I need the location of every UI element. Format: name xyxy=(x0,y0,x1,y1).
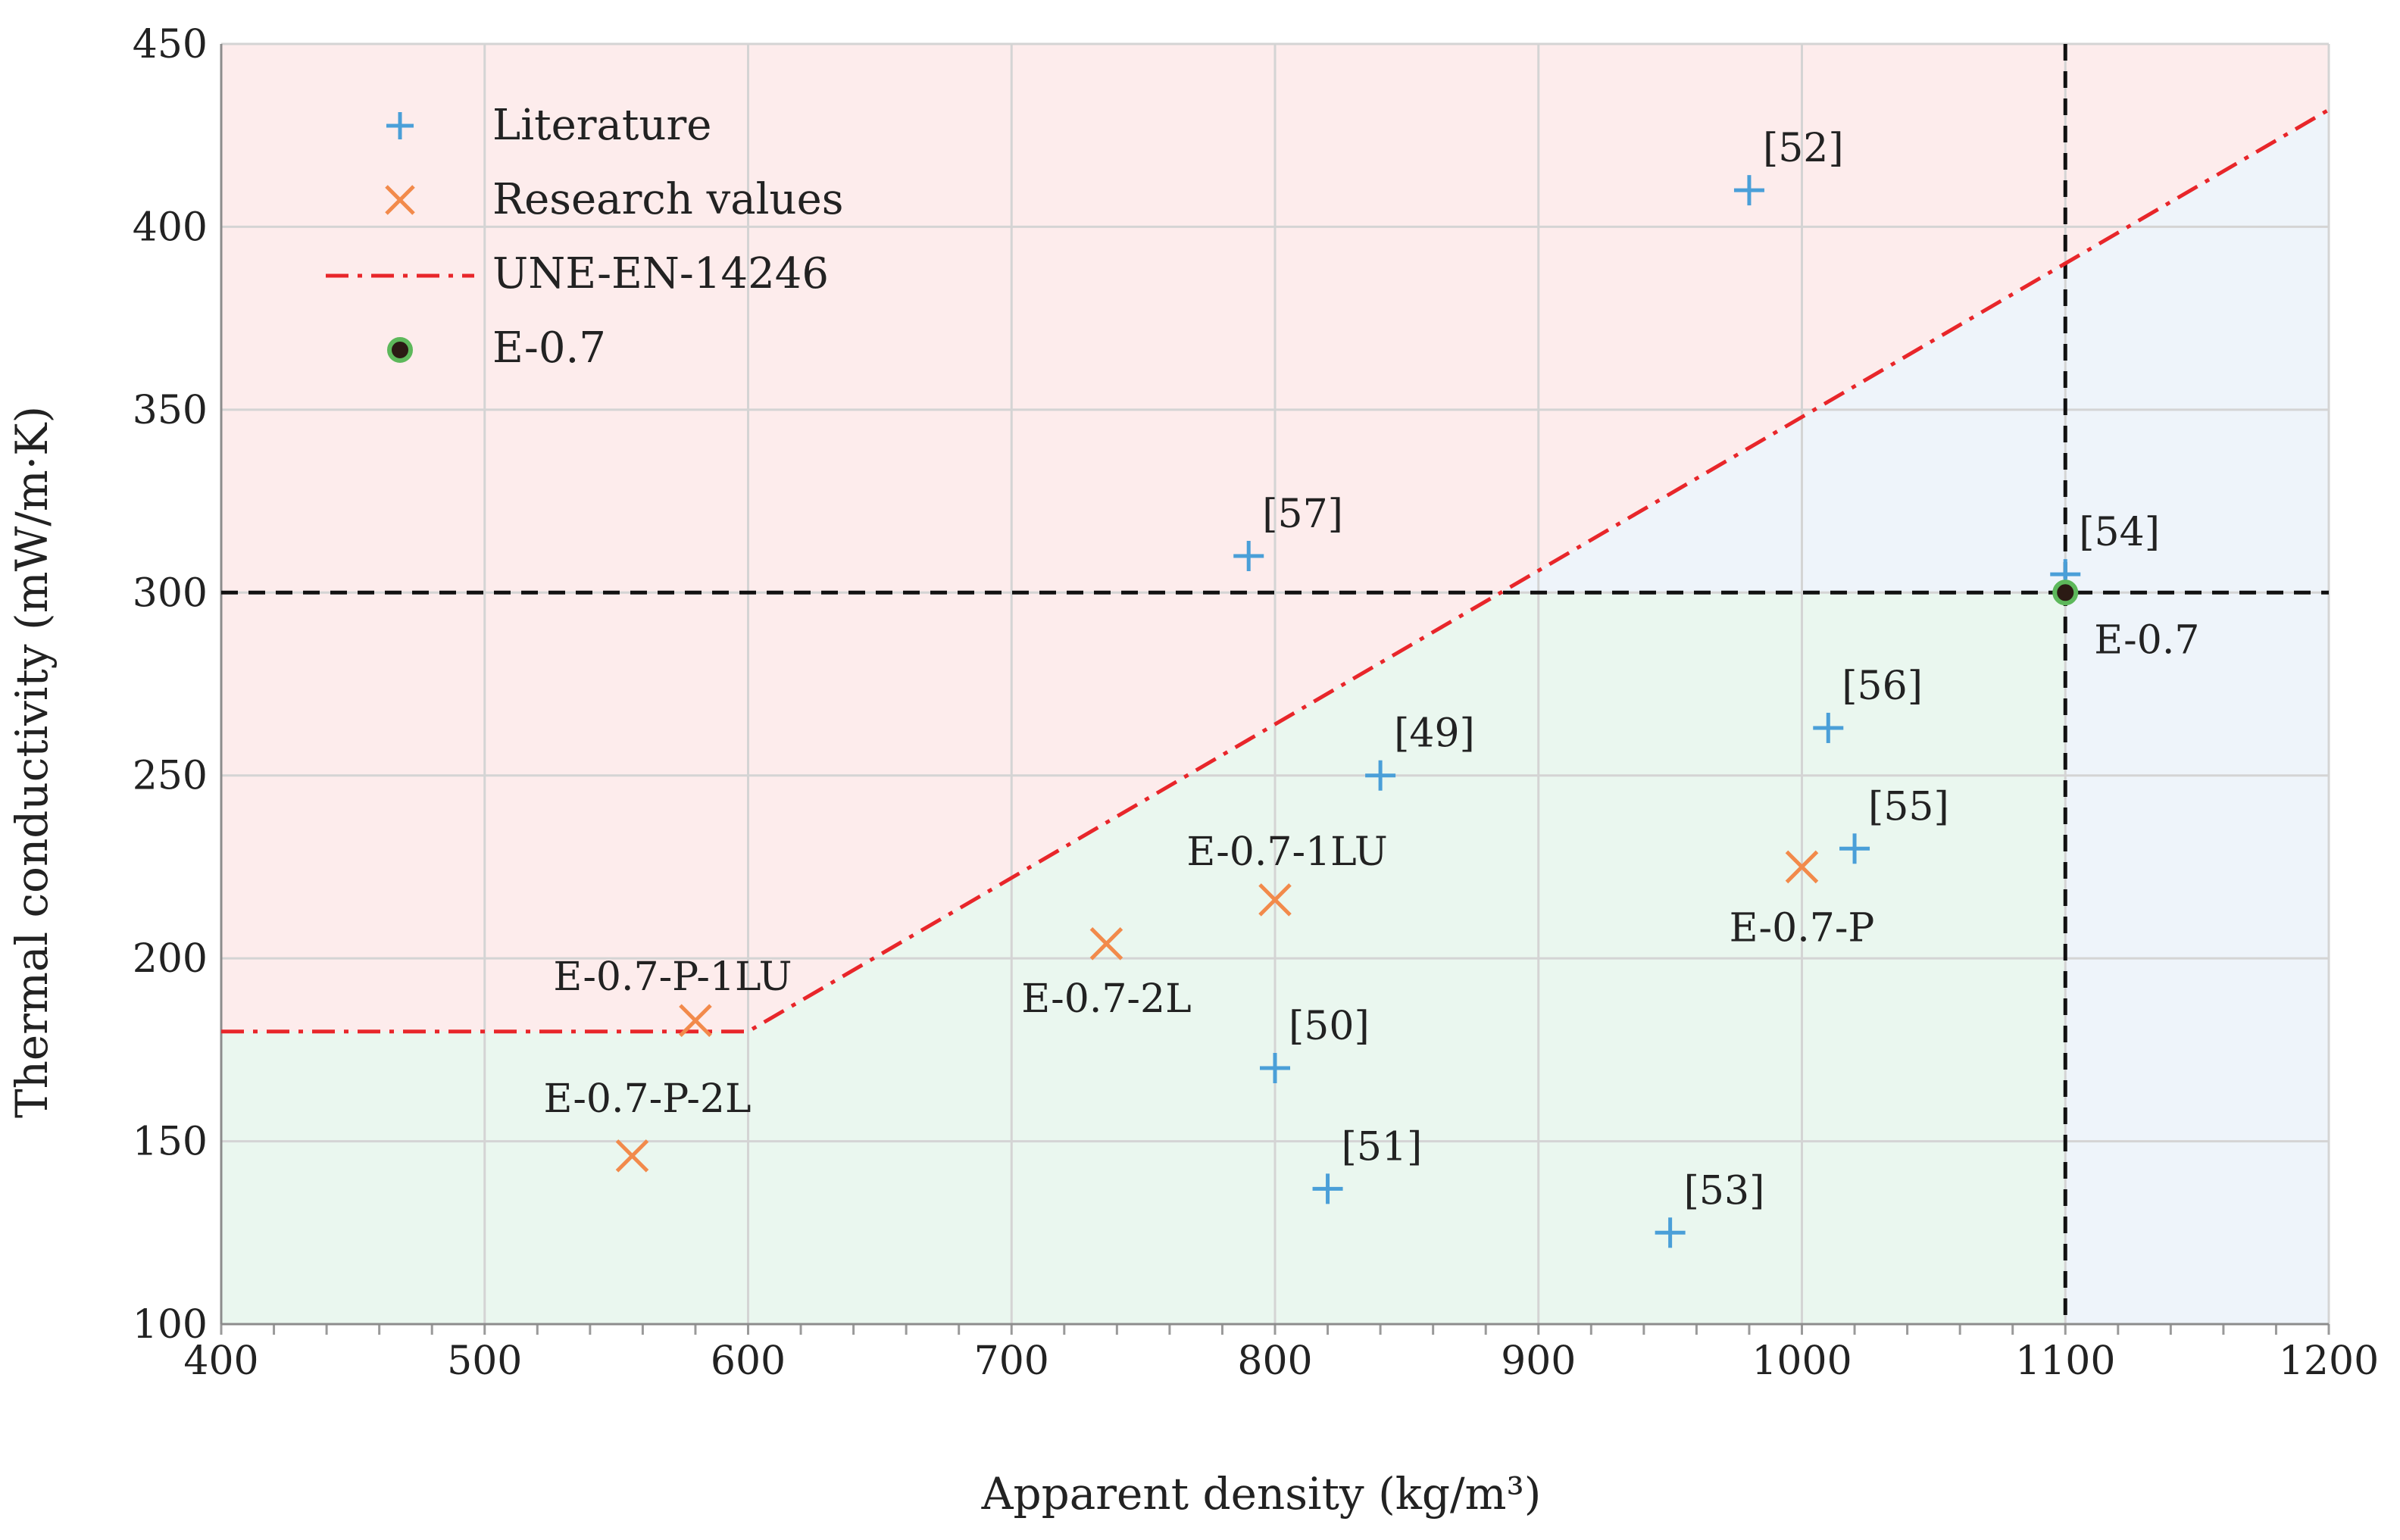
legend-literature-marker xyxy=(386,112,414,139)
research-point xyxy=(679,1004,712,1037)
y-tick-label: 250 xyxy=(133,754,208,799)
literature-point xyxy=(1733,175,1764,206)
legend-literature-label: Literature xyxy=(492,101,711,150)
literature-point xyxy=(1813,712,1844,743)
x-tick-label: 700 xyxy=(974,1339,1049,1384)
point-labels: [49] [50] [51] [52] [53] [54] [55] [56] [57] E-0.… xyxy=(543,126,2199,1214)
literature-point-label: [57] xyxy=(1262,492,1343,537)
standard-line xyxy=(221,108,2330,1034)
legend-item-e07: E-0.7 xyxy=(387,323,606,373)
x-tick-label: 1100 xyxy=(2015,1339,2115,1384)
research-point-label: E-0.7-2L xyxy=(1021,976,1191,1022)
research-point xyxy=(1089,927,1123,961)
literature-point xyxy=(1312,1173,1343,1204)
legend-research-label: Research values xyxy=(492,175,843,224)
literature-point-label: [54] xyxy=(2079,510,2160,555)
research-point xyxy=(1258,883,1292,917)
literature-point xyxy=(1839,833,1870,864)
literature-point-label: [53] xyxy=(1684,1168,1765,1214)
e07-point-label: E-0.7 xyxy=(2094,617,2199,663)
legend-item-standard: UNE-EN-14246 xyxy=(326,249,829,298)
x-axis-title: Apparent density (kg/m³) xyxy=(981,1468,1542,1520)
research-point-label: E-0.7-1LU xyxy=(1186,829,1387,875)
x-tick-label: 400 xyxy=(183,1339,258,1384)
literature-point-label: [51] xyxy=(1342,1124,1423,1170)
research-point-label: E-0.7-P-1LU xyxy=(553,954,792,1000)
legend-literature-symbol xyxy=(386,112,414,139)
y-tick-label: 400 xyxy=(133,205,208,250)
standard-line-layer xyxy=(221,108,2330,1034)
e07-point xyxy=(2052,579,2079,606)
literature-point-label: [49] xyxy=(1394,711,1475,757)
y-tick-label: 300 xyxy=(133,570,208,616)
y-axis-title: Thermal conductivity (mW/m·K) xyxy=(6,406,58,1118)
y-tick-label: 450 xyxy=(133,22,208,67)
legend-e07-symbol xyxy=(387,337,413,363)
thresholds xyxy=(221,44,2329,1324)
literature-point-label: [50] xyxy=(1289,1004,1370,1049)
y-tick-label: 200 xyxy=(133,936,208,982)
legend-item-research: Research values xyxy=(385,175,843,224)
legend-standard-label: UNE-EN-14246 xyxy=(492,249,829,298)
y-tick-label: 350 xyxy=(133,388,208,433)
legend: Literature Research values UNE-EN-14246 … xyxy=(326,101,843,373)
literature-point xyxy=(1233,541,1264,571)
x-tick-label: 600 xyxy=(711,1339,786,1384)
y-tick-labels: 100 150 200 250 300 350 400 450 xyxy=(133,22,208,1348)
research-point xyxy=(1785,850,1819,884)
literature-point xyxy=(1655,1217,1686,1248)
e07-series xyxy=(2052,579,2079,606)
y-tick-label: 100 xyxy=(133,1302,208,1348)
legend-research-marker xyxy=(385,185,415,215)
legend-item-literature: Literature xyxy=(386,101,711,150)
literature-point-label: [55] xyxy=(1868,784,1949,829)
research-point-label: E-0.7-P-2L xyxy=(543,1076,751,1122)
research-series xyxy=(615,850,1819,1173)
literature-point-label: [52] xyxy=(1763,126,1844,171)
x-tick-labels: 400 500 600 700 800 900 1000 1100 1200 xyxy=(183,1339,2379,1384)
x-tick-label: 500 xyxy=(447,1339,522,1384)
literature-point xyxy=(1260,1053,1290,1083)
research-point xyxy=(615,1139,649,1173)
x-tick-label: 800 xyxy=(1237,1339,1312,1384)
legend-e07-marker xyxy=(387,337,413,363)
legend-research-symbol xyxy=(385,185,415,215)
literature-series xyxy=(1233,175,2081,1248)
y-tick-label: 150 xyxy=(133,1120,208,1165)
x-tick-label: 1200 xyxy=(2279,1339,2379,1384)
research-point-label: E-0.7-P xyxy=(1730,905,1875,951)
x-tick-label: 1000 xyxy=(1752,1339,1852,1384)
literature-point xyxy=(1365,760,1396,791)
literature-point-label: [56] xyxy=(1842,664,1923,709)
plot-frame xyxy=(220,44,2330,1335)
x-tick-label: 900 xyxy=(1501,1339,1576,1384)
legend-e07-label: E-0.7 xyxy=(492,323,606,373)
region-below-limit-high-density xyxy=(1501,109,2329,1324)
